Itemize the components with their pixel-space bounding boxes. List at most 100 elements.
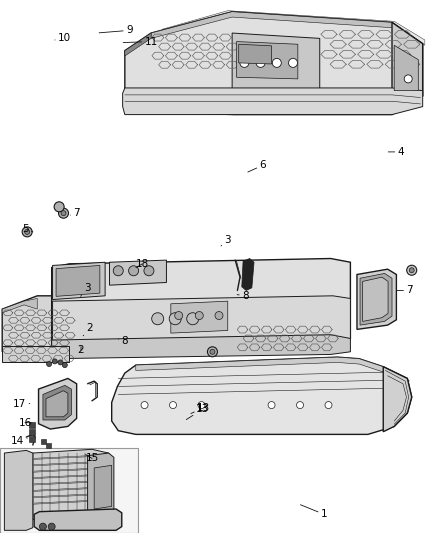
Text: 11: 11 [123, 37, 158, 46]
Polygon shape [94, 465, 112, 509]
Circle shape [58, 360, 63, 365]
Bar [0, 448, 138, 533]
Polygon shape [171, 301, 228, 333]
Circle shape [187, 313, 199, 325]
Polygon shape [2, 296, 70, 352]
Polygon shape [33, 488, 94, 491]
Circle shape [268, 401, 275, 409]
Text: 8: 8 [237, 291, 249, 301]
Text: 8: 8 [119, 336, 128, 346]
Circle shape [113, 266, 123, 276]
Polygon shape [357, 269, 396, 329]
Circle shape [175, 311, 183, 320]
Polygon shape [383, 367, 412, 432]
Circle shape [240, 59, 249, 67]
Bar [46, 442, 51, 448]
Polygon shape [39, 378, 77, 429]
Text: 10: 10 [55, 34, 71, 43]
Circle shape [22, 227, 32, 237]
Polygon shape [392, 22, 423, 115]
Polygon shape [33, 449, 109, 520]
Text: 1: 1 [300, 505, 328, 519]
Polygon shape [33, 475, 94, 479]
Polygon shape [33, 481, 94, 485]
Polygon shape [2, 298, 37, 313]
Circle shape [48, 523, 55, 530]
Circle shape [170, 401, 177, 409]
Polygon shape [2, 346, 69, 362]
Polygon shape [4, 450, 33, 530]
Polygon shape [125, 12, 423, 115]
Polygon shape [123, 88, 423, 115]
Circle shape [256, 59, 265, 67]
Text: 13: 13 [186, 405, 209, 419]
Circle shape [169, 313, 181, 325]
Polygon shape [53, 296, 350, 345]
Circle shape [198, 401, 205, 409]
Circle shape [129, 266, 138, 276]
Circle shape [52, 359, 57, 364]
Polygon shape [33, 500, 94, 504]
Polygon shape [43, 385, 71, 420]
Circle shape [195, 311, 203, 320]
Circle shape [141, 401, 148, 409]
Circle shape [210, 349, 215, 354]
Polygon shape [360, 273, 392, 325]
Polygon shape [125, 33, 151, 56]
Circle shape [54, 202, 64, 212]
Text: 4: 4 [388, 147, 404, 157]
Polygon shape [46, 391, 68, 417]
Text: 7: 7 [71, 208, 80, 218]
Circle shape [144, 266, 154, 276]
Polygon shape [33, 462, 94, 466]
Polygon shape [52, 335, 350, 359]
Polygon shape [33, 494, 94, 498]
Polygon shape [110, 260, 166, 285]
Text: 3: 3 [221, 235, 231, 246]
Polygon shape [363, 277, 388, 321]
Circle shape [39, 523, 46, 530]
Circle shape [409, 268, 414, 273]
Circle shape [62, 362, 67, 368]
Text: 14: 14 [11, 436, 27, 446]
Circle shape [407, 265, 417, 275]
Circle shape [208, 347, 217, 357]
Polygon shape [242, 259, 254, 290]
Text: 16: 16 [18, 418, 32, 427]
Polygon shape [237, 42, 298, 79]
Text: 7: 7 [397, 286, 413, 295]
Polygon shape [232, 33, 320, 96]
Circle shape [215, 311, 223, 320]
Polygon shape [239, 44, 272, 64]
Polygon shape [33, 469, 94, 472]
Text: 18: 18 [136, 259, 149, 269]
Polygon shape [88, 453, 114, 516]
Circle shape [297, 401, 304, 409]
Polygon shape [151, 12, 423, 49]
Text: 2: 2 [83, 323, 93, 336]
Text: 15: 15 [85, 454, 99, 463]
Circle shape [404, 75, 412, 83]
Polygon shape [162, 11, 425, 45]
Bar [41, 439, 46, 444]
Polygon shape [33, 456, 94, 459]
Circle shape [46, 361, 52, 367]
Bar [28, 429, 35, 435]
Text: 2: 2 [78, 345, 85, 355]
Polygon shape [56, 265, 100, 296]
Circle shape [289, 59, 297, 67]
Circle shape [272, 59, 281, 67]
Text: 9: 9 [99, 26, 133, 35]
Bar [28, 435, 35, 442]
Circle shape [325, 401, 332, 409]
Circle shape [25, 229, 30, 235]
Circle shape [61, 211, 66, 216]
Circle shape [152, 313, 164, 325]
Text: 3: 3 [81, 283, 91, 296]
Circle shape [59, 208, 68, 218]
Polygon shape [136, 357, 383, 372]
Text: 6: 6 [248, 160, 266, 172]
Polygon shape [52, 259, 350, 349]
Polygon shape [34, 509, 122, 530]
Polygon shape [394, 45, 418, 91]
